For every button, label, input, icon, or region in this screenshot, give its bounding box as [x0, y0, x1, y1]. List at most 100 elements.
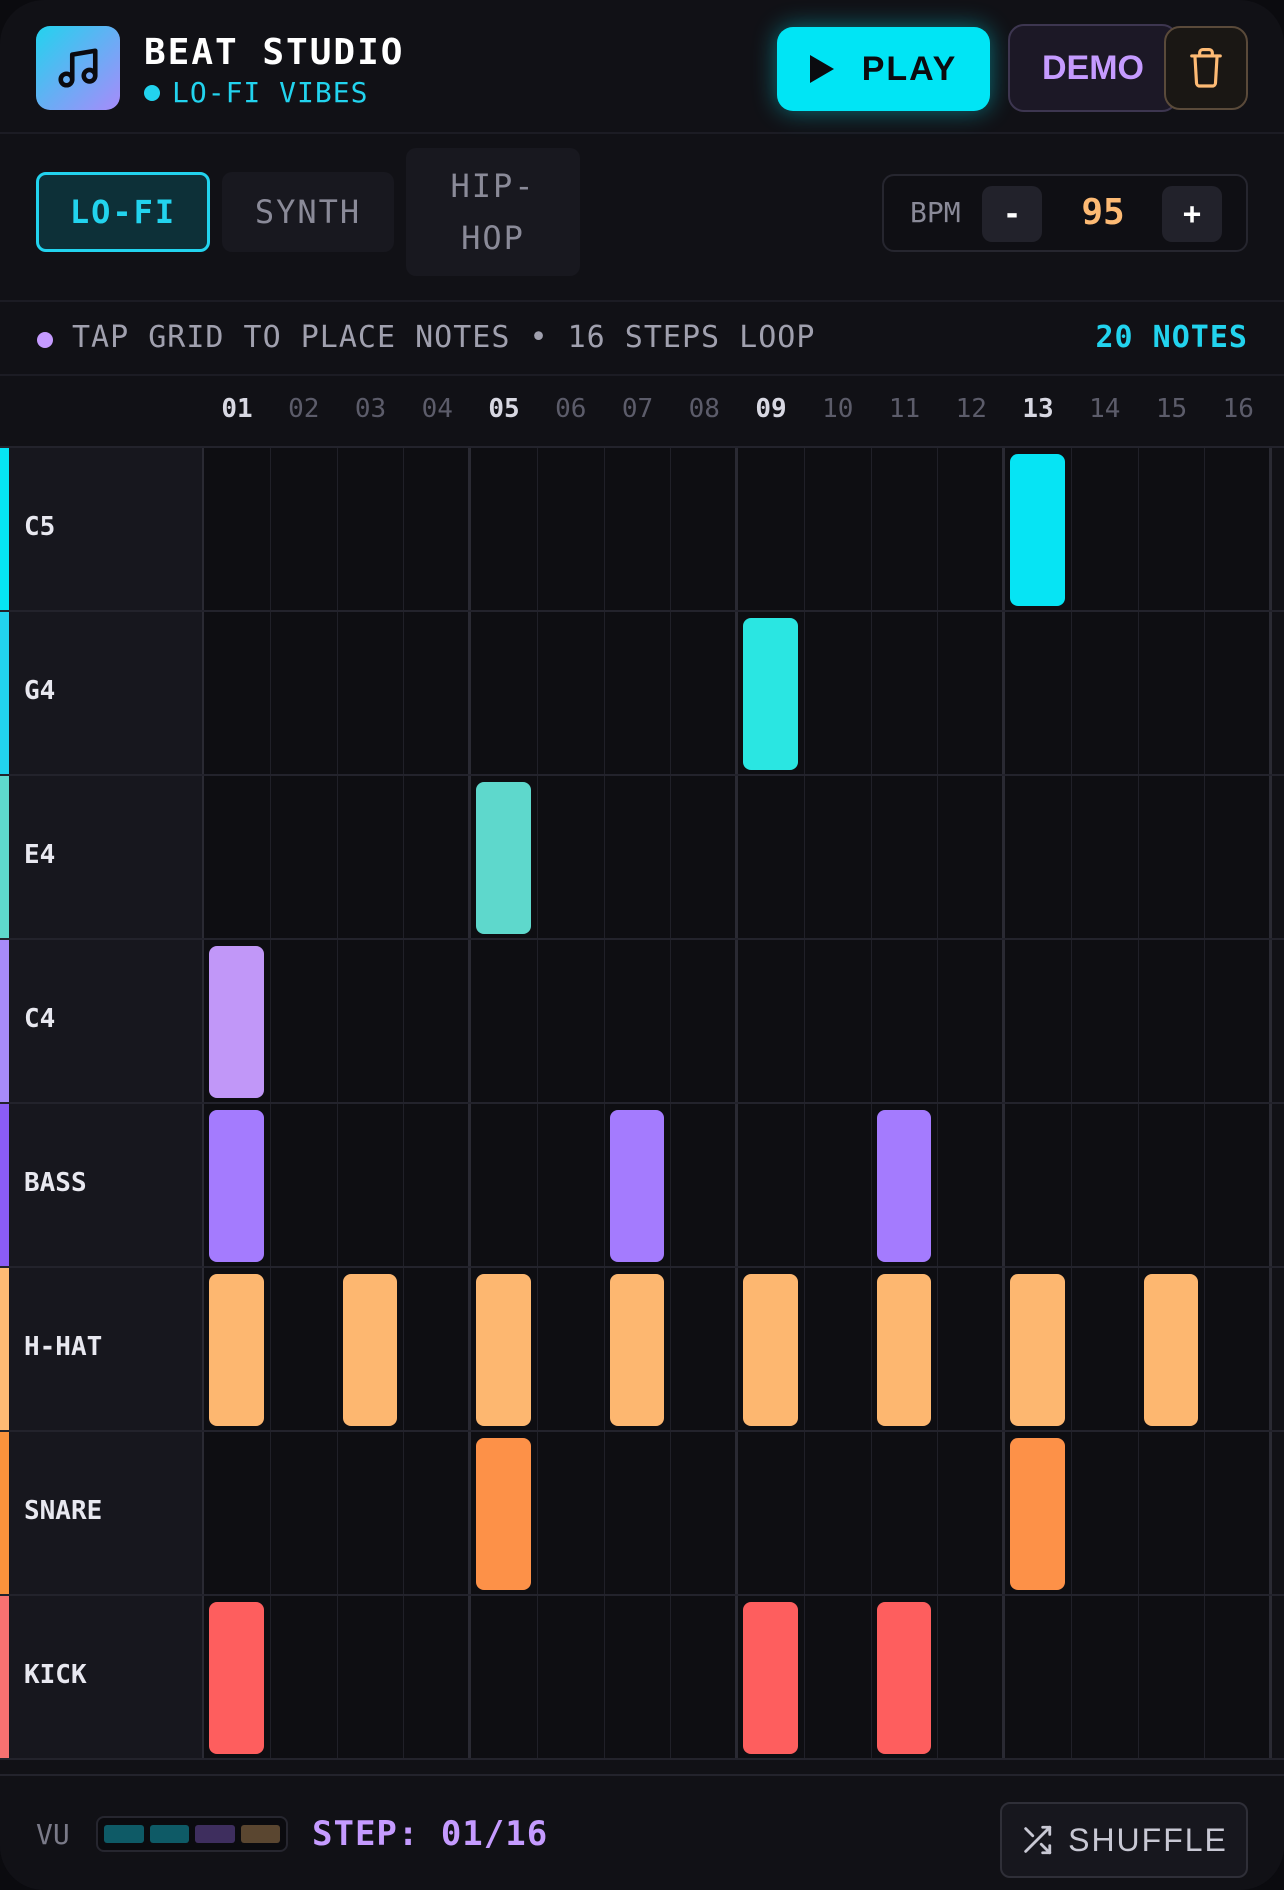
grid-cell[interactable]: [471, 1432, 538, 1594]
grid-cell[interactable]: [738, 940, 805, 1102]
grid-cell[interactable]: [537, 940, 605, 1102]
grid-cell[interactable]: [1138, 1596, 1206, 1758]
grid-cell[interactable]: [471, 1596, 538, 1758]
grid-cell[interactable]: [804, 448, 872, 610]
grid-cell[interactable]: [471, 940, 538, 1102]
grid-cell[interactable]: [604, 776, 672, 938]
grid-cell[interactable]: [404, 776, 471, 938]
grid-cell[interactable]: [804, 1104, 872, 1266]
note-block[interactable]: [876, 1602, 932, 1754]
grid-cell[interactable]: [537, 448, 605, 610]
play-button[interactable]: PLAY: [777, 27, 990, 111]
grid-cell[interactable]: [871, 1268, 939, 1430]
grid-cell[interactable]: [1071, 776, 1139, 938]
grid-cell[interactable]: [337, 612, 405, 774]
grid-cell[interactable]: [204, 448, 271, 610]
grid-cell[interactable]: [871, 776, 939, 938]
grid-cell[interactable]: [671, 1596, 738, 1758]
grid-cell[interactable]: [1205, 940, 1272, 1102]
grid-cell[interactable]: [204, 940, 271, 1102]
grid-cell[interactable]: [404, 940, 471, 1102]
note-block[interactable]: [876, 1110, 932, 1262]
grid-cell[interactable]: [1138, 1432, 1206, 1594]
grid-cell[interactable]: [471, 612, 538, 774]
grid-cell[interactable]: [204, 1596, 271, 1758]
grid-cell[interactable]: [1005, 1104, 1072, 1266]
grid-cell[interactable]: [337, 1268, 405, 1430]
grid-cell[interactable]: [537, 1432, 605, 1594]
note-block[interactable]: [209, 946, 264, 1098]
grid-cell[interactable]: [938, 1104, 1005, 1266]
grid-cell[interactable]: [204, 776, 271, 938]
grid-cell[interactable]: [204, 612, 271, 774]
grid-cell[interactable]: [871, 612, 939, 774]
grid-cell[interactable]: [337, 1596, 405, 1758]
grid-cell[interactable]: [270, 1432, 338, 1594]
grid-cell[interactable]: [1071, 940, 1139, 1102]
note-block[interactable]: [476, 782, 531, 934]
grid-cell[interactable]: [604, 1104, 672, 1266]
grid-cell[interactable]: [537, 612, 605, 774]
grid-cell[interactable]: [738, 1104, 805, 1266]
grid-cell[interactable]: [1005, 1596, 1072, 1758]
grid-cell[interactable]: [270, 940, 338, 1102]
grid-cell[interactable]: [1005, 940, 1072, 1102]
grid-cell[interactable]: [871, 448, 939, 610]
grid-cell[interactable]: [671, 1104, 738, 1266]
grid-cell[interactable]: [871, 940, 939, 1102]
note-block[interactable]: [609, 1274, 665, 1426]
grid-cell[interactable]: [938, 776, 1005, 938]
grid-cell[interactable]: [804, 1268, 872, 1430]
grid-cell[interactable]: [1005, 776, 1072, 938]
note-block[interactable]: [609, 1110, 665, 1262]
grid-cell[interactable]: [738, 1432, 805, 1594]
grid-cell[interactable]: [1205, 448, 1272, 610]
grid-cell[interactable]: [938, 612, 1005, 774]
note-block[interactable]: [743, 1602, 798, 1754]
grid-cell[interactable]: [471, 1268, 538, 1430]
grid-cell[interactable]: [938, 1596, 1005, 1758]
grid-cell[interactable]: [938, 1432, 1005, 1594]
grid-cell[interactable]: [1071, 1268, 1139, 1430]
demo-button[interactable]: DEMO: [1008, 24, 1178, 112]
genre-hiphop-tab[interactable]: HIP- HOP: [406, 148, 580, 276]
grid-cell[interactable]: [1138, 940, 1206, 1102]
grid-cell[interactable]: [471, 448, 538, 610]
grid-cell[interactable]: [671, 776, 738, 938]
grid-cell[interactable]: [404, 1104, 471, 1266]
grid-cell[interactable]: [1005, 612, 1072, 774]
grid-cell[interactable]: [471, 1104, 538, 1266]
grid-cell[interactable]: [404, 1432, 471, 1594]
grid-cell[interactable]: [1071, 612, 1139, 774]
grid-cell[interactable]: [671, 448, 738, 610]
note-block[interactable]: [209, 1602, 264, 1754]
grid-cell[interactable]: [871, 1596, 939, 1758]
grid-cell[interactable]: [604, 1268, 672, 1430]
grid-cell[interactable]: [604, 612, 672, 774]
grid-cell[interactable]: [537, 1268, 605, 1430]
grid-cell[interactable]: [537, 776, 605, 938]
grid-cell[interactable]: [337, 776, 405, 938]
grid-cell[interactable]: [738, 1268, 805, 1430]
grid-cell[interactable]: [270, 1104, 338, 1266]
grid-cell[interactable]: [1205, 1268, 1272, 1430]
grid-cell[interactable]: [1071, 1432, 1139, 1594]
grid-cell[interactable]: [337, 940, 405, 1102]
grid-cell[interactable]: [204, 1268, 271, 1430]
grid-cell[interactable]: [404, 612, 471, 774]
grid-cell[interactable]: [738, 612, 805, 774]
grid-cell[interactable]: [270, 1596, 338, 1758]
note-block[interactable]: [743, 618, 798, 770]
grid-cell[interactable]: [604, 448, 672, 610]
grid-cell[interactable]: [270, 448, 338, 610]
grid-cell[interactable]: [938, 940, 1005, 1102]
bpm-decrease-button[interactable]: -: [982, 186, 1042, 242]
grid-cell[interactable]: [270, 776, 338, 938]
grid-cell[interactable]: [671, 612, 738, 774]
grid-cell[interactable]: [671, 1268, 738, 1430]
note-block[interactable]: [342, 1274, 398, 1426]
grid-cell[interactable]: [671, 940, 738, 1102]
note-block[interactable]: [209, 1110, 264, 1262]
grid-cell[interactable]: [1138, 612, 1206, 774]
genre-synth-tab[interactable]: SYNTH: [222, 172, 394, 252]
